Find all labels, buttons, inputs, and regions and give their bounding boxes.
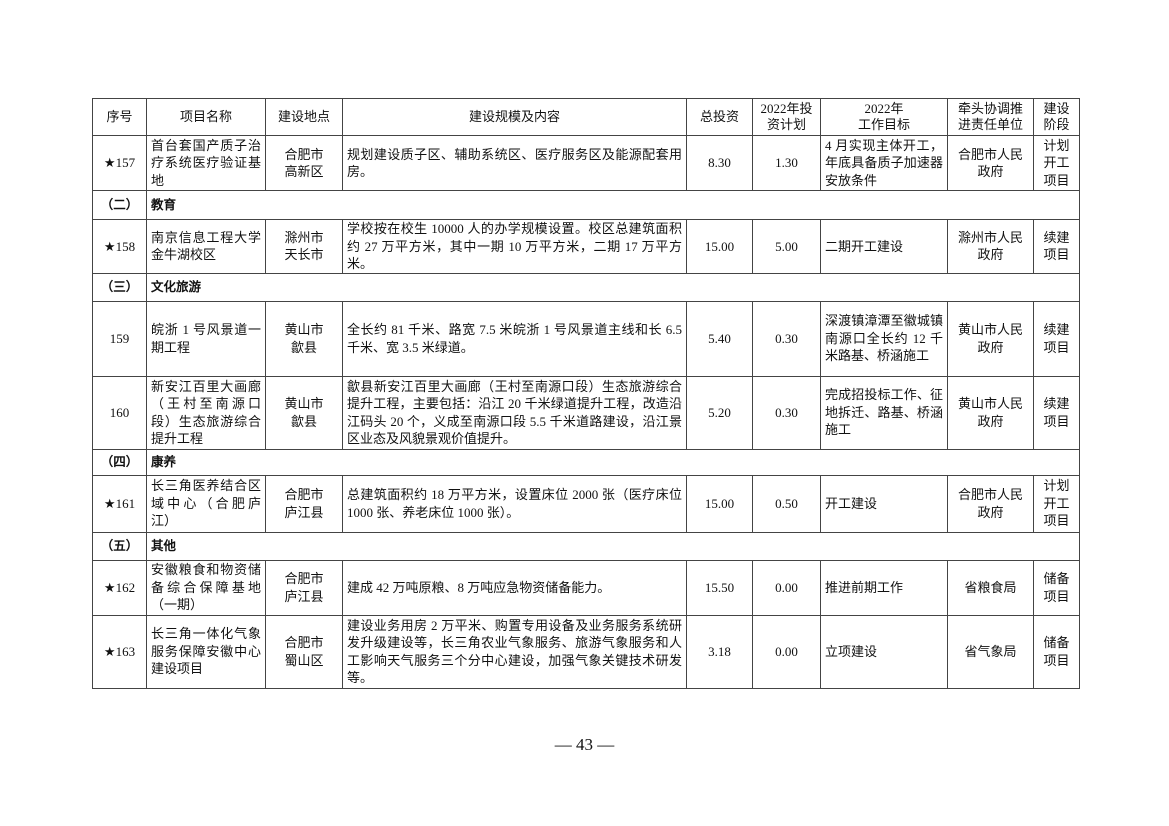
goal-2022: 4 月实现主体开工，年底具备质子加速器安放条件 <box>820 135 948 191</box>
project-content: 总建筑面积约 18 万平方米，设置床位 2000 张（医疗床位 1000 张、养… <box>342 474 687 533</box>
project-stage: 计划 开工 项目 <box>1033 135 1080 191</box>
plan-2022: 0.00 <box>752 614 821 689</box>
plan-2022: 0.30 <box>752 375 821 450</box>
project-stage: 续建 项目 <box>1033 300 1080 377</box>
table-row: 159 皖浙 1 号风景道一期工程 黄山市 歙县 全长约 81 千米、路宽 7.5 米… <box>92 300 1080 377</box>
responsible-unit: 黄山市人民 政府 <box>947 375 1034 450</box>
project-location: 黄山市 歙县 <box>265 300 343 377</box>
project-location: 合肥市 庐江县 <box>265 474 343 533</box>
total-investment: 5.40 <box>686 300 753 377</box>
total-investment: 3.18 <box>686 614 753 689</box>
section-row: （四） 康养 <box>92 448 1080 476</box>
responsible-unit: 滁州市人民 政府 <box>947 219 1034 274</box>
header-col-no: 序号 <box>92 98 147 136</box>
project-location: 黄山市 歙县 <box>265 375 343 450</box>
project-location: 合肥市 高新区 <box>265 135 343 191</box>
responsible-unit: 省粮食局 <box>947 559 1034 616</box>
project-number: 159 <box>92 300 147 377</box>
header-col-goal: 2022年 工作目标 <box>820 98 948 136</box>
header-col-stage: 建设 阶段 <box>1033 98 1080 136</box>
table-row: ★158 南京信息工程大学金牛湖校区 滁州市 天长市 学校按在校生 10000 人的办… <box>92 219 1080 274</box>
project-content: 建成 42 万吨原粮、8 万吨应急物资储备能力。 <box>342 559 687 616</box>
responsible-unit: 省气象局 <box>947 614 1034 689</box>
section-title: 其他 <box>146 531 1080 561</box>
section-title: 康养 <box>146 448 1080 476</box>
goal-2022: 立项建设 <box>820 614 948 689</box>
goal-2022: 开工建设 <box>820 474 948 533</box>
project-stage: 储备 项目 <box>1033 559 1080 616</box>
table-row: ★163 长三角一体化气象服务保障安徽中心建设项目 合肥市 蜀山区 建设业务用房 2 … <box>92 614 1080 689</box>
header-col-plan: 2022年投 资计划 <box>752 98 821 136</box>
goal-2022: 完成招投标工作、征地拆迁、路基、桥涵施工 <box>820 375 948 450</box>
plan-2022: 1.30 <box>752 135 821 191</box>
project-stage: 储备 项目 <box>1033 614 1080 689</box>
project-number: ★158 <box>92 219 147 274</box>
project-location: 合肥市 蜀山区 <box>265 614 343 689</box>
plan-2022: 0.50 <box>752 474 821 533</box>
project-number: ★162 <box>92 559 147 616</box>
total-investment: 5.20 <box>686 375 753 450</box>
total-investment: 15.50 <box>686 559 753 616</box>
project-location: 合肥市 庐江县 <box>265 559 343 616</box>
section-row: （二） 教育 <box>92 190 1080 220</box>
project-name: 长三角一体化气象服务保障安徽中心建设项目 <box>146 614 266 689</box>
responsible-unit: 黄山市人民 政府 <box>947 300 1034 377</box>
project-content: 建设业务用房 2 万平米、购置专用设备及业务服务系统研发升级建设等，长三角农业气… <box>342 614 687 689</box>
plan-2022: 5.00 <box>752 219 821 274</box>
project-content: 歙县新安江百里大画廊（王村至南源口段）生态旅游综合提升工程，主要包括：沿江 20… <box>342 375 687 450</box>
header-col-total: 总投资 <box>686 98 753 136</box>
section-title: 教育 <box>146 190 1080 220</box>
total-investment: 15.00 <box>686 219 753 274</box>
header-col-location: 建设地点 <box>265 98 343 136</box>
project-content: 学校按在校生 10000 人的办学规模设置。校区总建筑面积约 27 万平方米，其… <box>342 219 687 274</box>
responsible-unit: 合肥市人民 政府 <box>947 135 1034 191</box>
project-number: ★161 <box>92 474 147 533</box>
plan-2022: 0.00 <box>752 559 821 616</box>
project-stage: 续建 项目 <box>1033 219 1080 274</box>
project-content: 规划建设质子区、辅助系统区、医疗服务区及能源配套用房。 <box>342 135 687 191</box>
project-stage: 计划 开工 项目 <box>1033 474 1080 533</box>
project-stage: 续建 项目 <box>1033 375 1080 450</box>
project-number: 160 <box>92 375 147 450</box>
page-number: — 43 — <box>554 735 615 754</box>
section-row: （五） 其他 <box>92 531 1080 561</box>
table-row: ★162 安徽粮食和物资储备综合保障基地（一期） 合肥市 庐江县 建成 42 万吨原粮… <box>92 559 1080 616</box>
header-col-content: 建设规模及内容 <box>342 98 687 136</box>
project-name: 新安江百里大画廊（王村至南源口段）生态旅游综合提升工程 <box>146 375 266 450</box>
total-investment: 8.30 <box>686 135 753 191</box>
goal-2022: 二期开工建设 <box>820 219 948 274</box>
header-col-name: 项目名称 <box>146 98 266 136</box>
header-row: 序号 项目名称 建设地点 建设规模及内容 总投资 2022年投 资计划 2022年 工作目标… <box>92 98 1080 136</box>
table-row: ★161 长三角医养结合区域中心（合肥庐江） 合肥市 庐江县 总建筑面积约 18 万平… <box>92 474 1080 533</box>
project-name: 南京信息工程大学金牛湖校区 <box>146 219 266 274</box>
total-investment: 15.00 <box>686 474 753 533</box>
plan-2022: 0.30 <box>752 300 821 377</box>
project-number: ★157 <box>92 135 147 191</box>
goal-2022: 深渡镇漳潭至徽城镇南源口全长约 12 千米路基、桥涵施工 <box>820 300 948 377</box>
goal-2022: 推进前期工作 <box>820 559 948 616</box>
section-number: （五） <box>92 531 147 561</box>
project-name: 安徽粮食和物资储备综合保障基地（一期） <box>146 559 266 616</box>
section-number: （四） <box>92 448 147 476</box>
header-col-unit: 牵头协调推 进责任单位 <box>947 98 1034 136</box>
table-row: 160 新安江百里大画廊（王村至南源口段）生态旅游综合提升工程 黄山市 歙县 歙县新安… <box>92 375 1080 450</box>
section-row: （三） 文化旅游 <box>92 272 1080 302</box>
table-row: ★157 首台套国产质子治疗系统医疗验证基地 合肥市 高新区 规划建设质子区、辅助系统… <box>92 135 1080 191</box>
project-table: 序号 项目名称 建设地点 建设规模及内容 总投资 2022年投 资计划 2022年 工作目标… <box>92 98 1080 689</box>
section-title: 文化旅游 <box>146 272 1080 302</box>
project-content: 全长约 81 千米、路宽 7.5 米皖浙 1 号风景道主线和长 6.5 千米、宽… <box>342 300 687 377</box>
project-number: ★163 <box>92 614 147 689</box>
project-location: 滁州市 天长市 <box>265 219 343 274</box>
section-number: （三） <box>92 272 147 302</box>
project-name: 长三角医养结合区域中心（合肥庐江） <box>146 474 266 533</box>
project-name: 首台套国产质子治疗系统医疗验证基地 <box>146 135 266 191</box>
section-number: （二） <box>92 190 147 220</box>
responsible-unit: 合肥市人民 政府 <box>947 474 1034 533</box>
project-name: 皖浙 1 号风景道一期工程 <box>146 300 266 377</box>
